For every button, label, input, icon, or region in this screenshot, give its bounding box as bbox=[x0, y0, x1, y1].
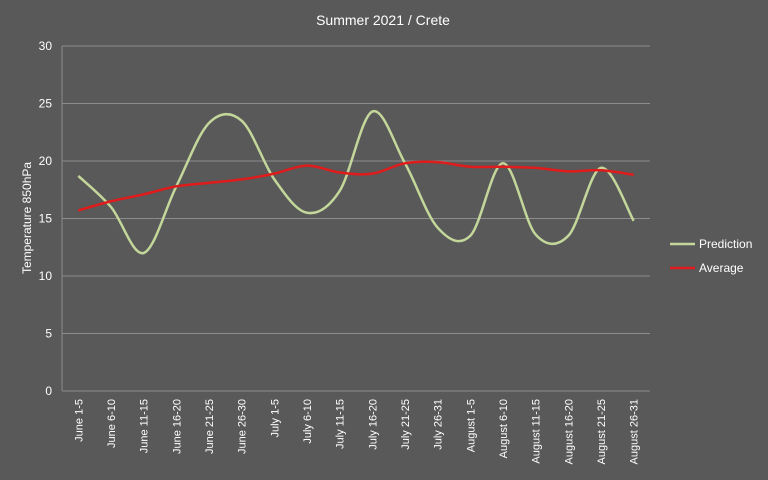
chart-title: Summer 2021 / Crete bbox=[316, 12, 450, 28]
y-tick-label: 0 bbox=[45, 384, 52, 398]
x-tick-label: July 26-31 bbox=[433, 399, 445, 450]
x-tick-labels: June 1-5 June 6-10 June 11-15 June 16-20 Jun… bbox=[73, 399, 640, 464]
y-axis-label: Temperature 850hPa bbox=[20, 162, 34, 274]
legend-label-prediction: Prediction bbox=[699, 237, 752, 251]
y-tick-label: 20 bbox=[39, 154, 53, 168]
x-tick-label: July 6-10 bbox=[302, 399, 314, 444]
x-tick-label: July 1-5 bbox=[269, 399, 281, 438]
x-tick-label: August 16-20 bbox=[563, 399, 575, 464]
y-tick-label: 5 bbox=[45, 327, 52, 341]
y-tick-label: 25 bbox=[39, 97, 53, 111]
x-tick-label: August 21-25 bbox=[596, 399, 608, 464]
series-line-prediction bbox=[77, 110, 635, 255]
x-tick-label: August 26-31 bbox=[629, 399, 641, 464]
x-tick-label: August 6-10 bbox=[498, 399, 510, 458]
series-line-average bbox=[77, 160, 634, 212]
gridlines bbox=[61, 45, 650, 392]
series-lines bbox=[77, 110, 635, 255]
x-tick-label: June 26-30 bbox=[237, 399, 249, 454]
x-tick-label: June 11-15 bbox=[139, 399, 151, 453]
x-tick-label: June 16-20 bbox=[171, 399, 183, 454]
x-tick-label: August 1-5 bbox=[465, 399, 477, 452]
y-tick-labels: 0 5 10 15 20 25 30 bbox=[39, 39, 53, 398]
legend-label-average: Average bbox=[699, 261, 744, 275]
x-tick-label: July 11-15 bbox=[335, 399, 347, 449]
y-tick-label: 10 bbox=[39, 269, 53, 283]
x-tick-label: June 21-25 bbox=[204, 399, 216, 454]
x-tick-label: June 6-10 bbox=[106, 399, 118, 448]
y-tick-label: 30 bbox=[39, 39, 53, 53]
y-tick-label: 15 bbox=[39, 212, 53, 226]
x-tick-label: June 1-5 bbox=[73, 399, 85, 442]
x-tick-label: July 21-25 bbox=[400, 399, 412, 450]
legend: Prediction Average bbox=[670, 237, 752, 275]
x-tick-label: August 11-15 bbox=[531, 399, 543, 464]
x-tick-label: July 16-20 bbox=[367, 399, 379, 450]
